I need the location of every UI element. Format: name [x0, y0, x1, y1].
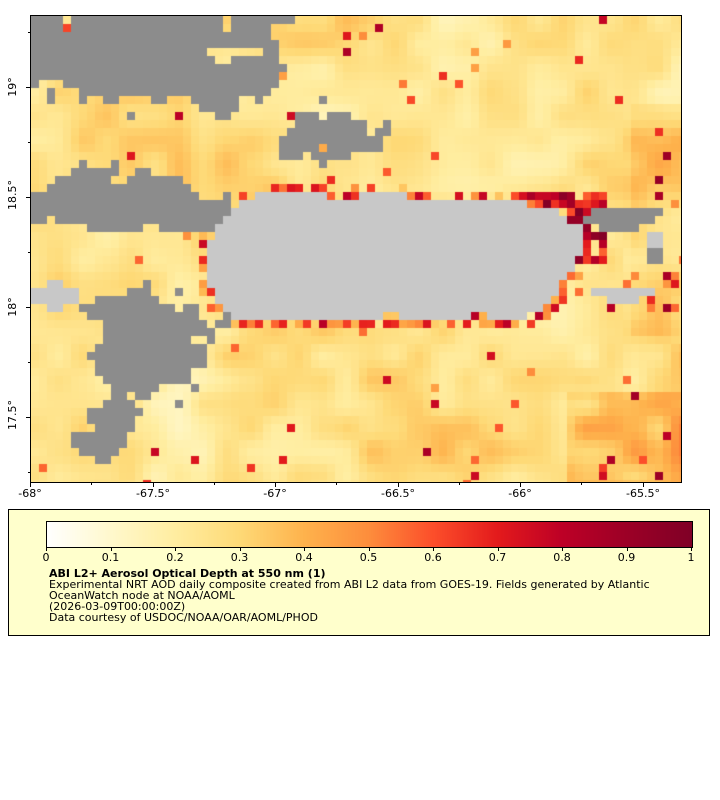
legend-timestamp: (2026-03-09T00:00:00Z): [49, 600, 186, 613]
colorbar-tick: [46, 548, 47, 551]
colorbar-tick: [239, 548, 241, 551]
x-axis-minor-tick: [459, 483, 460, 485]
legend-title: ABI L2+ Aerosol Optical Depth at 550 nm …: [49, 567, 326, 580]
lat-tick-label: 18°: [6, 297, 19, 317]
colorbar-tick-label: 0: [42, 551, 50, 564]
colorbar-tick-label: 0.9: [617, 551, 636, 564]
lat-tick-label: 17.5°: [6, 400, 19, 430]
x-axis-tick: [398, 483, 399, 487]
x-axis-tick: [275, 483, 276, 487]
lon-tick-label: -66.5°: [381, 487, 415, 500]
x-axis-tick: [643, 483, 644, 487]
colorbar-tick-label: 1: [687, 551, 695, 564]
colorbar: [46, 521, 693, 548]
lon-tick-label: -67°: [263, 487, 287, 500]
colorbar-labels: 0 0.1 0.2 0.3 0.4 0.5 0.6 0.7 0.8 0.9 1: [9, 510, 709, 635]
lat-tick-label: 18.5°: [6, 180, 19, 210]
lat-tick-label: 19°: [6, 77, 19, 97]
legend-panel: 0 0.1 0.2 0.3 0.4 0.5 0.6 0.7 0.8 0.9 1 ABI L2+ Ae…: [8, 509, 710, 636]
colorbar-tick: [175, 548, 176, 551]
colorbar-tick-label: 0.6: [424, 551, 442, 564]
colorbar-tick: [691, 548, 692, 551]
x-axis-tick: [153, 483, 154, 487]
colorbar-tick-label: 0.1: [101, 551, 120, 564]
x-axis-tick: [520, 483, 521, 487]
colorbar-tick: [497, 548, 499, 551]
x-axis-tick: [30, 483, 31, 487]
colorbar-tick: [626, 548, 628, 551]
colorbar-tick-label: 0.8: [553, 551, 571, 564]
colorbar-tick: [562, 548, 563, 551]
legend-description-line: OceanWatch node at NOAA/AOML: [49, 589, 235, 602]
map-panel: [30, 15, 682, 483]
aod-raster-map: [31, 16, 681, 482]
x-axis-minor-tick: [581, 483, 582, 485]
x-axis-minor-tick: [91, 483, 92, 485]
lon-tick-label: -67.5°: [136, 487, 170, 500]
lon-tick-label: -68°: [18, 487, 42, 500]
lon-tick-label: -66°: [508, 487, 532, 500]
colorbar-tick-label: 0.7: [488, 551, 507, 564]
legend-text-block: ABI L2+ Aerosol Optical Depth at 550 nm …: [49, 568, 650, 623]
lon-tick-label: -65.5°: [626, 487, 660, 500]
colorbar-tick-label: 0.2: [166, 551, 184, 564]
x-axis-minor-tick: [336, 483, 337, 485]
x-axis-minor-tick: [214, 483, 215, 485]
legend-description-line: Experimental NRT AOD daily composite cre…: [49, 578, 650, 591]
colorbar-tick-label: 0.4: [295, 551, 313, 564]
colorbar-tick: [304, 548, 305, 551]
colorbar-tick: [110, 548, 112, 551]
colorbar-tick-label: 0.3: [230, 551, 249, 564]
legend-courtesy: Data courtesy of USDOC/NOAA/OAR/AOML/PHO…: [49, 611, 318, 624]
colorbar-tick-label: 0.5: [359, 551, 378, 564]
colorbar-tick: [433, 548, 434, 551]
colorbar-tick: [368, 548, 370, 551]
colorbar-gradient: [47, 522, 692, 547]
